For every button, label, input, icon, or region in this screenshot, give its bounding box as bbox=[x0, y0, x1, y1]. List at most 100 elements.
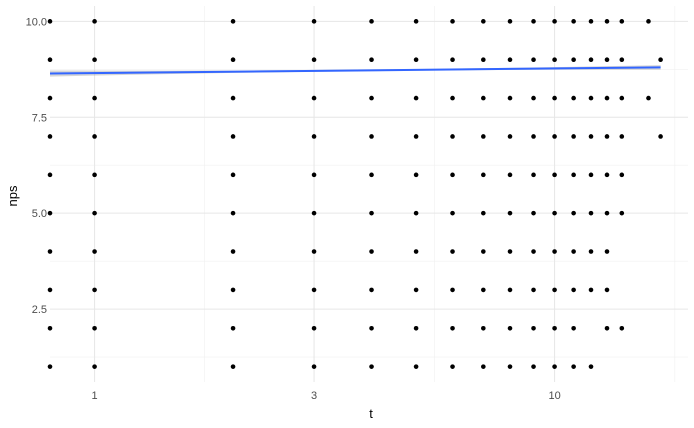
data-point bbox=[230, 287, 236, 293]
data-point bbox=[92, 19, 97, 24]
data-point bbox=[450, 172, 455, 178]
data-point bbox=[658, 134, 663, 139]
data-point bbox=[311, 249, 317, 254]
data-point bbox=[450, 19, 455, 24]
data-point bbox=[552, 134, 557, 139]
data-point bbox=[369, 19, 374, 24]
data-point bbox=[47, 134, 53, 139]
data-point bbox=[588, 249, 594, 254]
data-point bbox=[552, 249, 557, 254]
data-point bbox=[588, 172, 594, 178]
data-point bbox=[571, 249, 576, 254]
data-point bbox=[552, 19, 557, 24]
data-point bbox=[92, 364, 97, 369]
data-point bbox=[571, 19, 576, 24]
data-point bbox=[646, 95, 651, 101]
data-point bbox=[552, 210, 557, 216]
data-point bbox=[311, 210, 317, 216]
data-point bbox=[531, 134, 536, 139]
data-point bbox=[47, 95, 53, 101]
data-point bbox=[507, 210, 513, 216]
grid-minor-lines bbox=[50, 6, 688, 382]
data-point bbox=[552, 172, 557, 178]
data-point bbox=[531, 172, 536, 178]
data-point bbox=[92, 287, 97, 293]
data-point bbox=[481, 95, 486, 101]
data-point bbox=[413, 287, 419, 293]
data-point bbox=[47, 210, 53, 216]
data-point bbox=[92, 325, 97, 331]
grid-major-lines bbox=[50, 6, 688, 382]
data-point bbox=[619, 134, 625, 139]
data-point bbox=[369, 364, 374, 369]
data-point bbox=[311, 325, 317, 331]
data-point bbox=[230, 210, 236, 216]
data-points bbox=[47, 19, 663, 369]
data-point bbox=[230, 19, 236, 24]
data-point bbox=[450, 134, 455, 139]
data-point bbox=[47, 364, 53, 369]
data-point bbox=[369, 134, 374, 139]
data-point bbox=[619, 172, 625, 178]
trend-line-group bbox=[49, 66, 661, 75]
data-point bbox=[92, 57, 97, 63]
data-point bbox=[230, 95, 236, 101]
data-point bbox=[552, 364, 557, 369]
data-point bbox=[552, 325, 557, 331]
data-point bbox=[531, 287, 536, 293]
data-point bbox=[588, 95, 594, 101]
data-point bbox=[47, 172, 53, 178]
data-point bbox=[413, 172, 419, 178]
data-point bbox=[369, 287, 374, 293]
data-point bbox=[92, 249, 97, 254]
data-point bbox=[531, 249, 536, 254]
data-point bbox=[413, 325, 419, 331]
data-point bbox=[413, 95, 419, 101]
y-tick-label: 10.0 bbox=[26, 16, 47, 28]
data-point bbox=[369, 172, 374, 178]
data-point bbox=[507, 249, 513, 254]
data-point bbox=[604, 287, 610, 293]
data-point bbox=[450, 364, 455, 369]
data-point bbox=[92, 95, 97, 101]
data-point bbox=[47, 325, 53, 331]
data-point bbox=[507, 57, 513, 63]
data-point bbox=[604, 249, 610, 254]
data-point bbox=[588, 287, 594, 293]
data-point bbox=[311, 95, 317, 101]
data-point bbox=[311, 134, 317, 139]
data-point bbox=[311, 57, 317, 63]
data-point bbox=[230, 134, 236, 139]
data-point bbox=[47, 19, 53, 24]
data-point bbox=[450, 57, 455, 63]
data-point bbox=[311, 364, 317, 369]
trend-line bbox=[49, 66, 661, 75]
data-point bbox=[507, 19, 513, 24]
data-point bbox=[481, 287, 486, 293]
x-axis-tick-labels: 1 3 10 bbox=[92, 390, 561, 402]
data-point bbox=[571, 364, 576, 369]
data-point bbox=[531, 364, 536, 369]
x-tick-label: 10 bbox=[548, 390, 560, 402]
data-point bbox=[531, 210, 536, 216]
data-point bbox=[450, 95, 455, 101]
data-point bbox=[531, 95, 536, 101]
x-axis-title: t bbox=[369, 406, 373, 421]
data-point bbox=[507, 134, 513, 139]
data-point bbox=[481, 210, 486, 216]
data-point bbox=[369, 210, 374, 216]
data-point bbox=[311, 172, 317, 178]
data-point bbox=[481, 249, 486, 254]
y-axis-tick-labels: 2.5 5.0 7.5 10.0 bbox=[26, 16, 47, 316]
data-point bbox=[481, 134, 486, 139]
data-point bbox=[588, 210, 594, 216]
data-point bbox=[571, 134, 576, 139]
data-point bbox=[481, 172, 486, 178]
data-point bbox=[369, 57, 374, 63]
data-point bbox=[230, 172, 236, 178]
y-tick-label: 7.5 bbox=[32, 112, 47, 124]
data-point bbox=[604, 134, 610, 139]
data-point bbox=[450, 287, 455, 293]
data-point bbox=[531, 19, 536, 24]
data-point bbox=[230, 364, 236, 369]
